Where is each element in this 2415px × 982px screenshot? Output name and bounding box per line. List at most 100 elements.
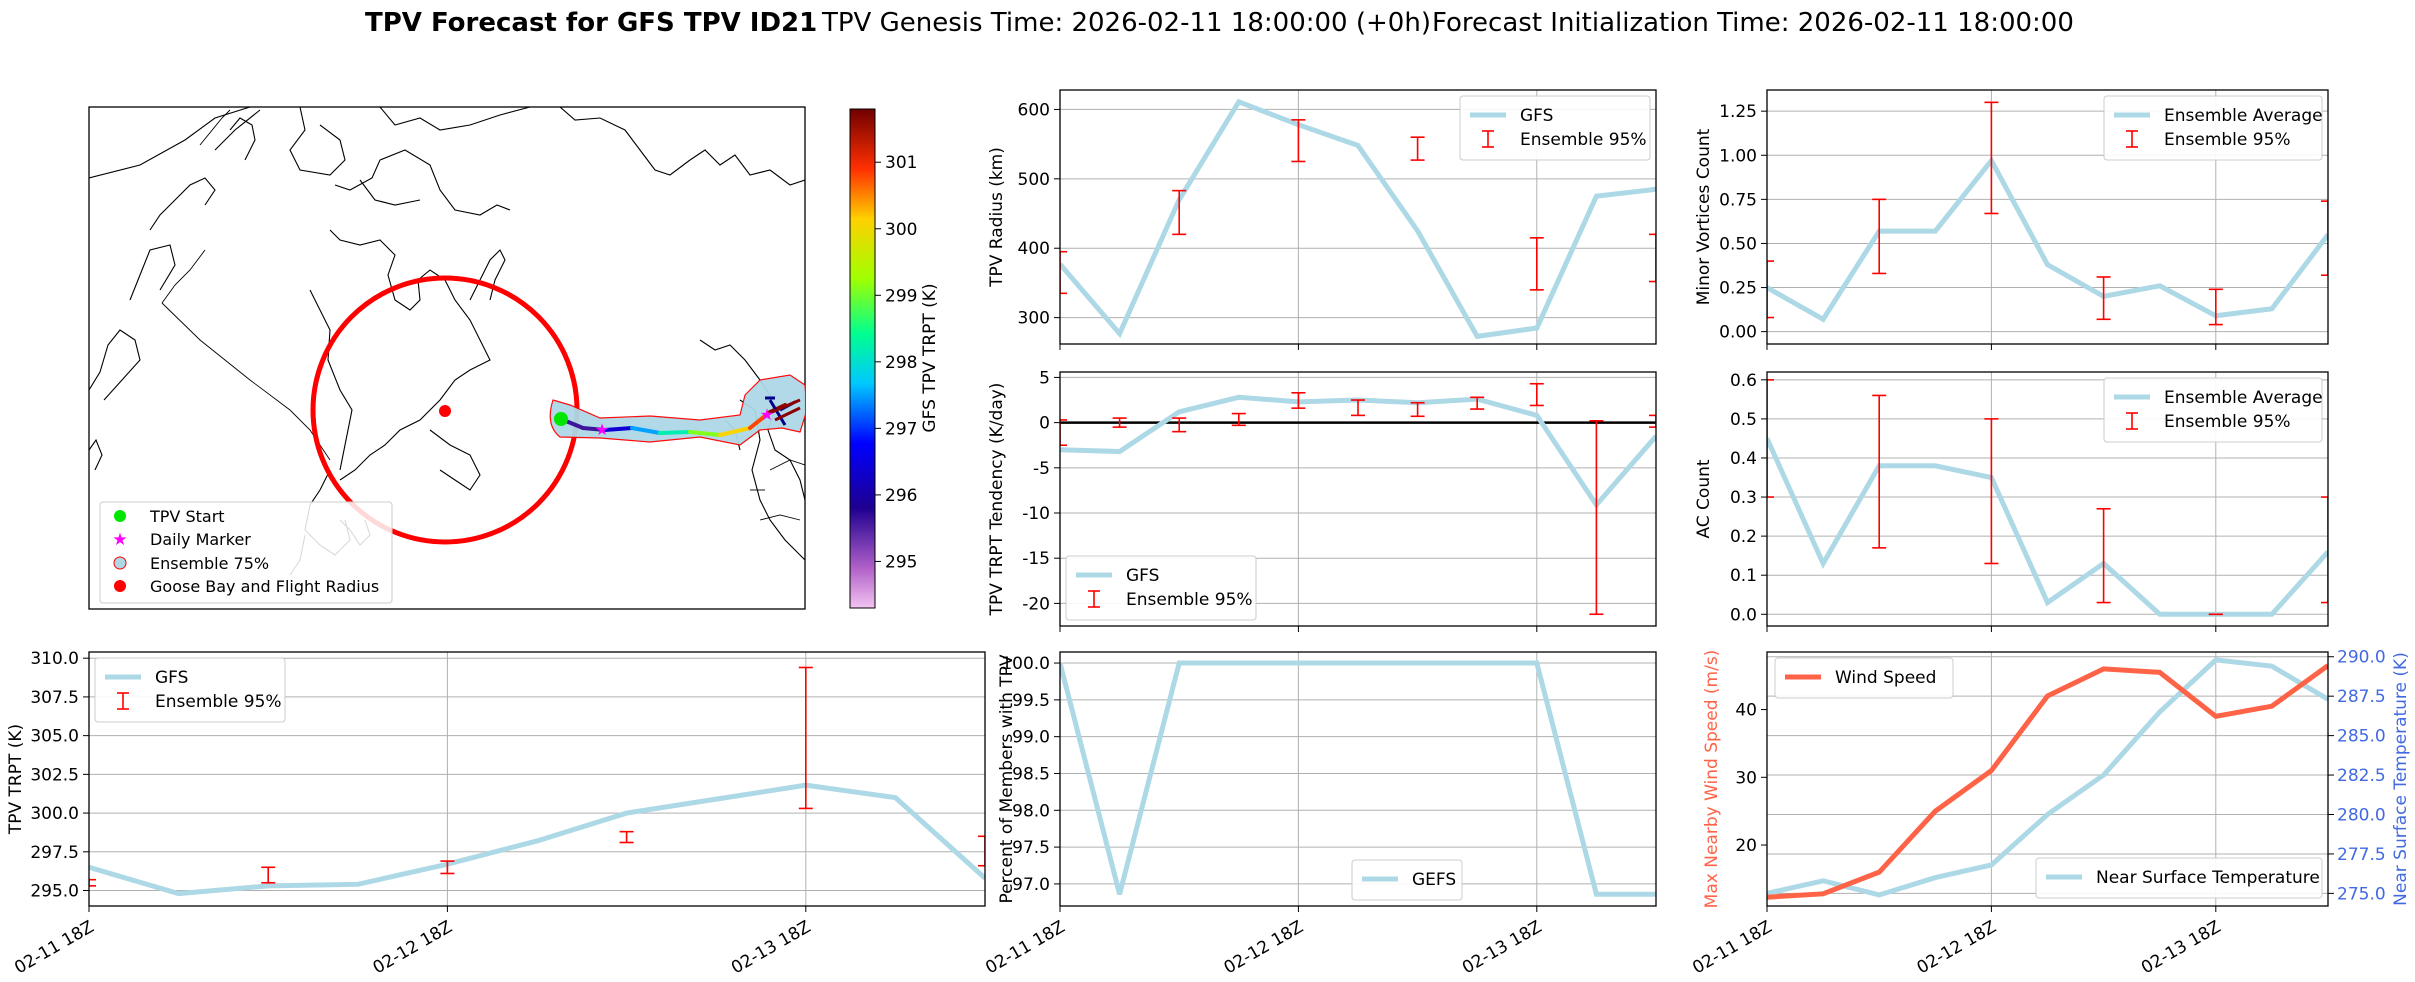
error-bar (440, 860, 455, 875)
error-bar (978, 835, 985, 867)
error-bar (1351, 399, 1365, 417)
y-tick-label: 0.1 (1730, 566, 1757, 586)
y-tick-label: -15 (1022, 549, 1050, 569)
legend-label: Ensemble 95% (1520, 130, 1647, 150)
y-tick-label: -20 (1022, 594, 1050, 614)
legend-label: Ensemble 95% (155, 692, 282, 712)
y-tick-label: 500 (1018, 170, 1050, 190)
map-legend: TPV Start ★ Daily Marker Ensemble 75% Go… (99, 501, 393, 604)
y-tick-label: -10 (1022, 504, 1050, 524)
track-segment (581, 426, 607, 432)
y-tick-label: 0.2 (1730, 527, 1757, 547)
error-bar (1872, 394, 1887, 549)
axes-frame (1059, 651, 1657, 907)
legend-box (94, 657, 286, 723)
legend-tpv-start: TPV Start (149, 507, 225, 526)
title-genesis: TPV Genesis Time: 2026-02-11 18:00:00 (+… (821, 8, 1431, 38)
legend-label: GFS (155, 668, 188, 688)
error-bar (1172, 189, 1187, 236)
legend-goose-bay: Goose Bay and Flight Radius (150, 577, 379, 596)
error-bar (1291, 119, 1306, 163)
track-segment (748, 410, 772, 430)
colorbar-tick-label: 301 (885, 153, 917, 173)
y-axis-label: TPV TRPT Tendency (K/day) (987, 383, 1007, 617)
error-bar (1060, 250, 1067, 295)
legend-tpv-start-icon (114, 510, 126, 522)
y-tick-label: 0.75 (1719, 190, 1757, 210)
axes-frame (1766, 371, 2329, 627)
error-bar (1470, 396, 1485, 410)
track-segment (688, 430, 722, 437)
tpv-start-marker (554, 412, 568, 426)
chart-tendency: -20 -15 -10 -5 0 5 TPV TRPT Tendency (K/day) GF… (987, 368, 1657, 632)
y-tick-label: 400 (1018, 239, 1050, 259)
colorbar-tick-label: 299 (885, 286, 917, 306)
error-bar (2208, 288, 2223, 326)
legend-box (1351, 859, 1463, 901)
y-tick-label: 20 (1735, 836, 1757, 856)
error-bar (1112, 417, 1127, 428)
error-bar (1231, 412, 1246, 427)
legend-box (2035, 857, 2323, 899)
track-segment (658, 430, 692, 435)
legend: Ensemble Average Ensemble 95% (2103, 95, 2323, 161)
legend-box (1065, 555, 1257, 621)
legend-label: Ensemble 95% (1126, 590, 1253, 610)
track-segment (603, 426, 634, 432)
y-tick-label: 5 (1039, 368, 1050, 388)
daily-marker-1: ★ (595, 420, 609, 439)
legend-label: Ensemble 95% (2164, 130, 2291, 150)
legend-label: Ensemble Average (2164, 388, 2323, 408)
legend-label: Near Surface Temperature (2096, 868, 2320, 888)
y-tick-label: 98.5 (1012, 764, 1050, 784)
y-axis-label: Max Nearby Wind Speed (m/s) (1702, 650, 1722, 909)
y-tick-label: 300.0 (30, 804, 79, 824)
error-bar (1767, 379, 1774, 498)
error-bar (1529, 382, 1544, 407)
legend: Near Surface Temperature (2035, 857, 2323, 899)
ensemble-track-lines-warm (771, 398, 801, 422)
error-bar (1984, 418, 1999, 565)
legend: Ensemble Average Ensemble 95% (2103, 377, 2323, 443)
error-bar (1767, 260, 1774, 319)
legend-label: Wind Speed (1835, 668, 1936, 688)
legend-label: GFS (1126, 566, 1159, 586)
axes-frame (1766, 651, 2329, 907)
error-bar (2321, 200, 2328, 277)
y-tick-label: 0.50 (1719, 234, 1757, 254)
legend-box (1459, 95, 1651, 161)
legend-ensemble-icon (113, 556, 127, 570)
y-right-tick-label: 275.0 (2337, 884, 2386, 904)
y-tick-label: 0.6 (1730, 371, 1757, 391)
error-bar (619, 830, 634, 844)
y-tick-label: 0.00 (1719, 323, 1757, 343)
plot-area (1060, 382, 1656, 616)
track-segment (630, 426, 662, 435)
legend-daily-marker-icon: ★ (112, 530, 127, 550)
y-right-tick-label: 287.5 (2337, 687, 2386, 707)
goose-bay-marker (439, 405, 451, 417)
colorbar-tick-label: 296 (885, 486, 917, 506)
error-bar (1172, 417, 1187, 433)
error-bar (1872, 198, 1887, 275)
y-tick-label: 302.5 (30, 765, 79, 785)
chart-ac: 0.0 0.1 0.2 0.3 0.4 0.5 0.6 AC Count Ensemble Av… (1694, 371, 2329, 632)
error-bar (1589, 420, 1604, 616)
y-tick-label: 99.5 (1012, 691, 1050, 711)
error-bar (2321, 496, 2328, 604)
title-init: Forecast Initialization Time: 2026-02-11… (1432, 8, 2074, 38)
y-tick-label: -5 (1033, 459, 1050, 479)
y-axis-label: Percent of Members with TPV (997, 654, 1017, 903)
error-bar (1649, 233, 1656, 283)
error-bar (2096, 276, 2111, 321)
y-tick-label: 307.5 (30, 688, 79, 708)
error-bar (1984, 101, 1999, 215)
y-right-tick-label: 282.5 (2337, 766, 2386, 786)
y-axis-label: AC Count (1694, 459, 1714, 538)
plot-area (89, 666, 985, 897)
track-segment (718, 426, 752, 437)
error-bar (89, 878, 96, 887)
y-tick-label: 100.0 (1001, 654, 1050, 674)
title-bold: TPV Forecast for GFS TPV ID21 (365, 8, 817, 38)
y-right-tick-label: 277.5 (2337, 845, 2386, 865)
